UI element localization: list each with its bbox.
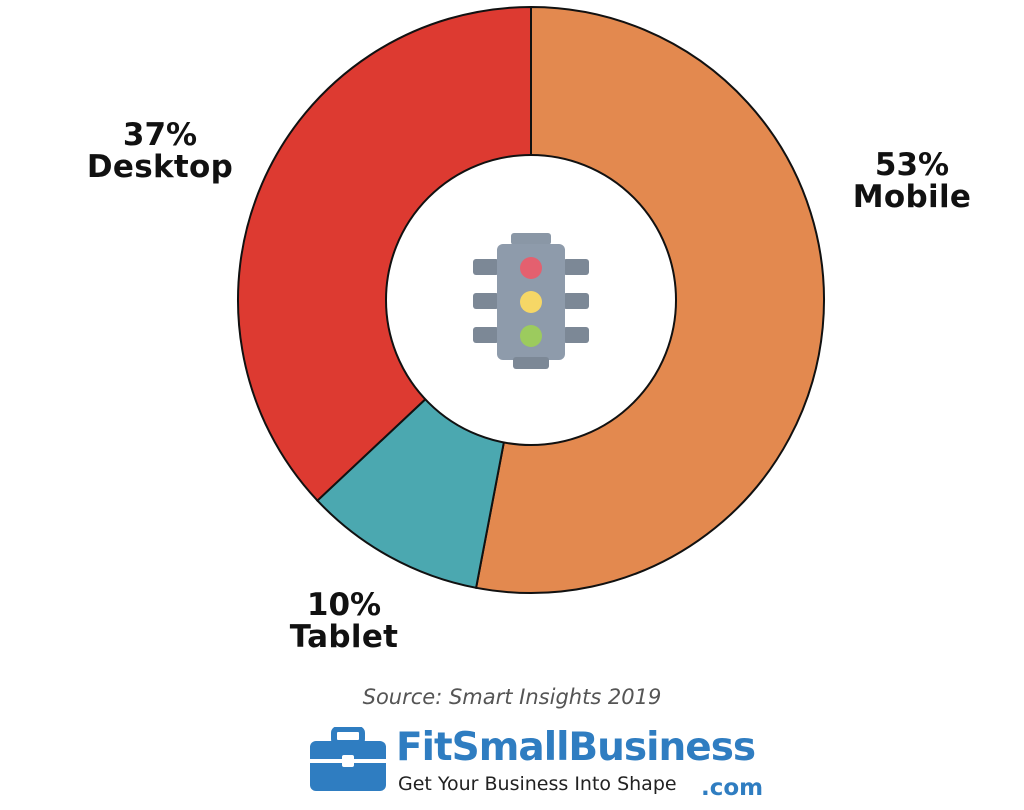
slice-label-mobile-value: 53% (874, 147, 950, 183)
brand-logo[interactable]: FitSmallBusiness Get Your Business Into … (306, 725, 776, 805)
slice-label-tablet: 10% Tablet (244, 587, 444, 655)
slice-label-mobile: 53% Mobile (812, 147, 1012, 215)
logo-tagline: Get Your Business Into Shape (398, 773, 677, 795)
slice-desktop (237, 5, 532, 502)
slice-label-desktop-name: Desktop (86, 148, 234, 185)
slice-label-desktop: 37% Desktop (60, 117, 260, 185)
traffic-light-icon (473, 233, 589, 369)
logo-wordmark: FitSmallBusiness (396, 725, 756, 770)
slice-label-tablet-value: 10% (306, 587, 382, 623)
slice-label-mobile-name: Mobile (852, 178, 972, 215)
briefcase-icon (310, 727, 386, 791)
logo-dotcom: .com (701, 775, 764, 801)
slice-label-tablet-name: Tablet (289, 618, 399, 655)
slice-label-desktop-value: 37% (122, 117, 198, 153)
source-caption: Source: Smart Insights 2019 (362, 685, 662, 709)
donut-chart (237, 5, 825, 594)
